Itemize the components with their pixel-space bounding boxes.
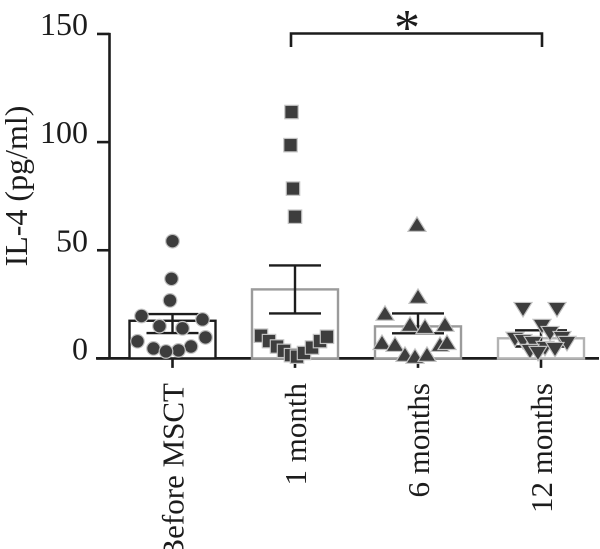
x-tick-label-6-months: 6 months (401, 383, 436, 498)
data-point-square (283, 137, 298, 153)
y-tick-label: 100 (40, 114, 88, 150)
data-point-circle (195, 312, 210, 327)
data-point-circle (164, 271, 179, 287)
y-axis-label: IL-4 (pg/ml) (0, 106, 34, 267)
data-point-circle (134, 308, 149, 324)
y-tick-label: 150 (40, 6, 88, 42)
data-point-triangle-up (414, 317, 436, 335)
data-point-circle (130, 333, 145, 349)
data-point-triangle-down (512, 301, 534, 319)
data-point-square (285, 181, 301, 196)
data-point-square (319, 329, 335, 345)
data-point-triangle-down (546, 301, 568, 319)
x-tick-label-before-msct: Before MSCT (156, 383, 191, 549)
x-tick-label-12-months: 12 months (524, 383, 559, 513)
data-point-circle (152, 318, 167, 334)
data-point-triangle-up (436, 333, 458, 351)
data-point-circle (175, 320, 190, 336)
data-point-circle (158, 344, 174, 359)
data-point-triangle-up (374, 304, 396, 321)
data-point-triangle-up (384, 335, 406, 353)
data-point-circle (198, 330, 213, 345)
y-tick-label: 0 (72, 330, 88, 366)
data-point-circle (183, 339, 199, 354)
data-point-triangle-down (544, 341, 566, 359)
data-point-triangle-up (371, 333, 393, 351)
x-tick-label-1-month: 1 month (278, 383, 313, 486)
data-point-triangle-up (406, 215, 428, 232)
data-point-circle (165, 233, 180, 249)
data-point-circle (162, 293, 178, 308)
data-point-triangle-up (407, 287, 429, 305)
data-point-triangle-up (416, 345, 438, 362)
significance-bracket (289, 32, 544, 47)
data-point-square (284, 104, 299, 120)
data-point-square (287, 209, 303, 225)
data-point-triangle-up (434, 315, 456, 332)
data-point-circle (171, 342, 186, 358)
y-tick-label: 50 (56, 222, 88, 258)
data-point-triangle-down (527, 345, 549, 362)
significance-star: * (394, 0, 420, 57)
data-point-triangle-up (399, 315, 421, 332)
data-point-circle (146, 341, 161, 356)
